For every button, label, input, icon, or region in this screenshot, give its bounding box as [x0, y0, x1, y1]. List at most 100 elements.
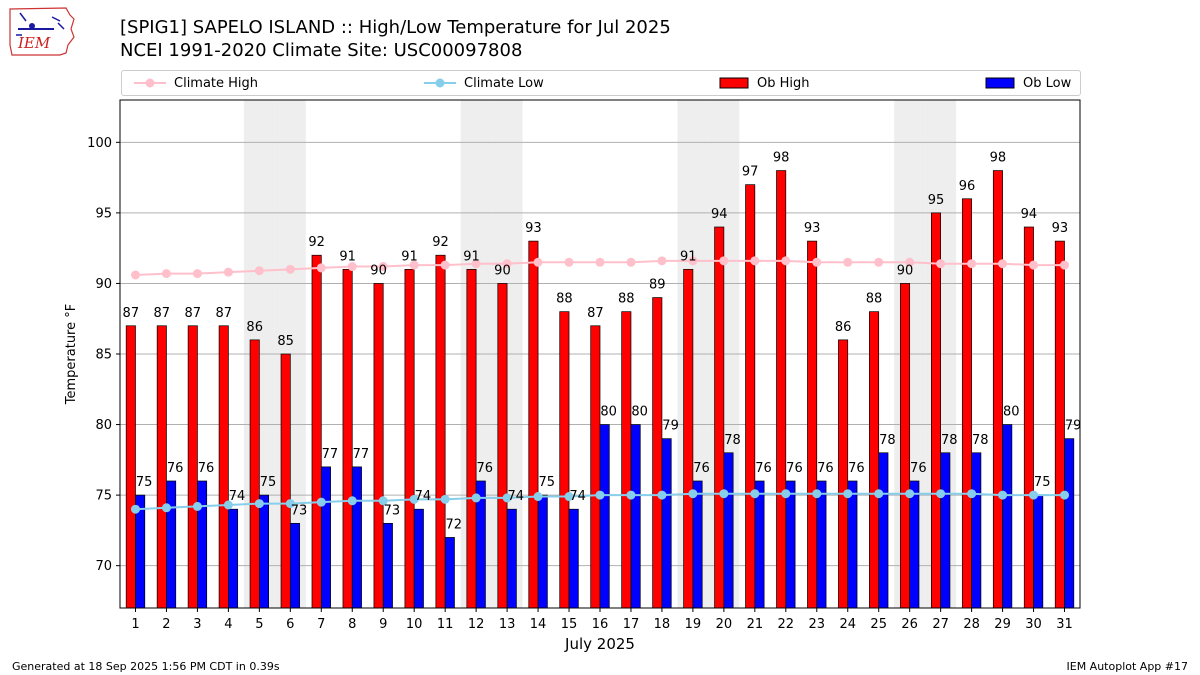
bar-ob-high: [497, 283, 508, 609]
climate-high-point: [657, 256, 667, 266]
label-ob-high: 85: [277, 334, 294, 349]
climate-low-point: [533, 492, 543, 502]
bar-ob-low: [599, 424, 610, 609]
legend-label: Ob Low: [1023, 75, 1072, 91]
app-credit: IEM Autoplot App #17: [1066, 660, 1189, 673]
label-ob-low: 76: [786, 461, 803, 476]
climate-low-point: [223, 500, 233, 510]
climate-high-point: [750, 256, 760, 266]
x-tick-label: 24: [839, 617, 856, 632]
climate-low-point: [812, 489, 822, 499]
climate-low-point: [1060, 490, 1070, 500]
bar-ob-high: [776, 170, 787, 609]
x-tick-label: 3: [193, 617, 201, 632]
label-ob-high: 88: [618, 292, 635, 307]
climate-low-point: [347, 496, 357, 506]
bar-ob-high: [528, 240, 539, 609]
bar-ob-high: [807, 240, 818, 609]
climate-low-point: [843, 489, 853, 499]
bar-ob-high: [838, 339, 849, 609]
bar-ob-high: [559, 311, 570, 609]
bar-ob-low: [537, 494, 548, 609]
x-tick-label: 18: [654, 617, 671, 632]
climate-high-point: [564, 257, 574, 267]
label-ob-high: 91: [680, 249, 697, 264]
bar-ob-low: [847, 480, 858, 609]
climate-low-point: [750, 489, 760, 499]
y-tick-label: 75: [95, 489, 112, 504]
bar-ob-low: [351, 466, 362, 609]
legend-line-marker-icon: [424, 78, 456, 88]
y-tick-label: 85: [95, 348, 112, 363]
climate-low-point: [378, 496, 388, 506]
climate-high-point: [595, 257, 605, 267]
climate-low-point: [161, 503, 171, 513]
x-tick-label: 21: [747, 617, 764, 632]
bar-ob-low: [1002, 424, 1013, 609]
bar-ob-high: [930, 212, 941, 609]
x-tick-label: 17: [623, 617, 640, 632]
x-tick-label: 23: [809, 617, 826, 632]
label-ob-low: 77: [353, 447, 370, 462]
legend: Climate High Climate Low Ob High Ob Low: [121, 70, 1081, 96]
climate-high-point: [409, 260, 419, 270]
bar-ob-high: [404, 268, 415, 609]
bar-ob-high: [280, 353, 291, 609]
climate-high-point: [192, 269, 202, 279]
label-ob-high: 95: [928, 193, 945, 208]
bar-ob-low: [630, 424, 641, 609]
bar-ob-high: [311, 254, 322, 609]
climate-high-point: [781, 256, 791, 266]
label-ob-low: 76: [693, 461, 710, 476]
climate-high-point: [812, 257, 822, 267]
label-ob-high: 93: [525, 221, 542, 236]
label-ob-high: 88: [866, 292, 883, 307]
label-ob-low: 78: [724, 433, 741, 448]
climate-low-point: [967, 489, 977, 499]
x-tick-label: 16: [592, 617, 609, 632]
climate-low-point: [936, 489, 946, 499]
label-ob-high: 98: [773, 151, 790, 166]
x-tick-label: 29: [994, 617, 1011, 632]
iem-logo: IEM: [8, 5, 80, 59]
climate-low-point: [130, 504, 140, 514]
x-tick-label: 14: [530, 617, 547, 632]
bar-ob-high: [652, 297, 663, 609]
y-tick-label: 80: [95, 418, 112, 433]
x-tick-label: 28: [963, 617, 980, 632]
label-ob-low: 80: [600, 405, 617, 420]
x-tick-label: 20: [716, 617, 733, 632]
label-ob-low: 74: [415, 489, 432, 504]
label-ob-low: 74: [507, 489, 524, 504]
climate-high-point: [967, 259, 977, 269]
x-tick-label: 6: [286, 617, 294, 632]
label-ob-low: 75: [136, 475, 153, 490]
bar-ob-low: [878, 452, 889, 609]
y-tick-label: 90: [95, 277, 112, 292]
label-ob-low: 76: [848, 461, 865, 476]
generated-timestamp: Generated at 18 Sep 2025 1:56 PM CDT in …: [12, 660, 280, 673]
x-tick-label: 10: [406, 617, 423, 632]
climate-high-point: [254, 266, 264, 276]
label-ob-high: 98: [990, 151, 1007, 166]
bar-ob-low: [259, 494, 270, 609]
climate-high-point: [130, 270, 140, 280]
label-ob-high: 94: [711, 207, 728, 222]
label-ob-low: 74: [229, 489, 246, 504]
x-tick-label: 11: [437, 617, 454, 632]
climate-low-point: [409, 494, 419, 504]
label-ob-low: 79: [662, 419, 679, 434]
bar-ob-high: [621, 311, 632, 609]
label-ob-low: 76: [910, 461, 927, 476]
label-ob-high: 91: [463, 249, 480, 264]
bar-ob-low: [785, 480, 796, 609]
label-ob-high: 90: [494, 263, 511, 278]
bar-ob-low: [1064, 438, 1075, 609]
y-tick-label: 100: [87, 136, 112, 151]
label-ob-high: 91: [401, 249, 418, 264]
label-ob-high: 88: [556, 292, 573, 307]
bar-ob-low: [568, 508, 579, 609]
label-ob-low: 76: [817, 461, 834, 476]
bar-ob-low: [1033, 494, 1044, 609]
